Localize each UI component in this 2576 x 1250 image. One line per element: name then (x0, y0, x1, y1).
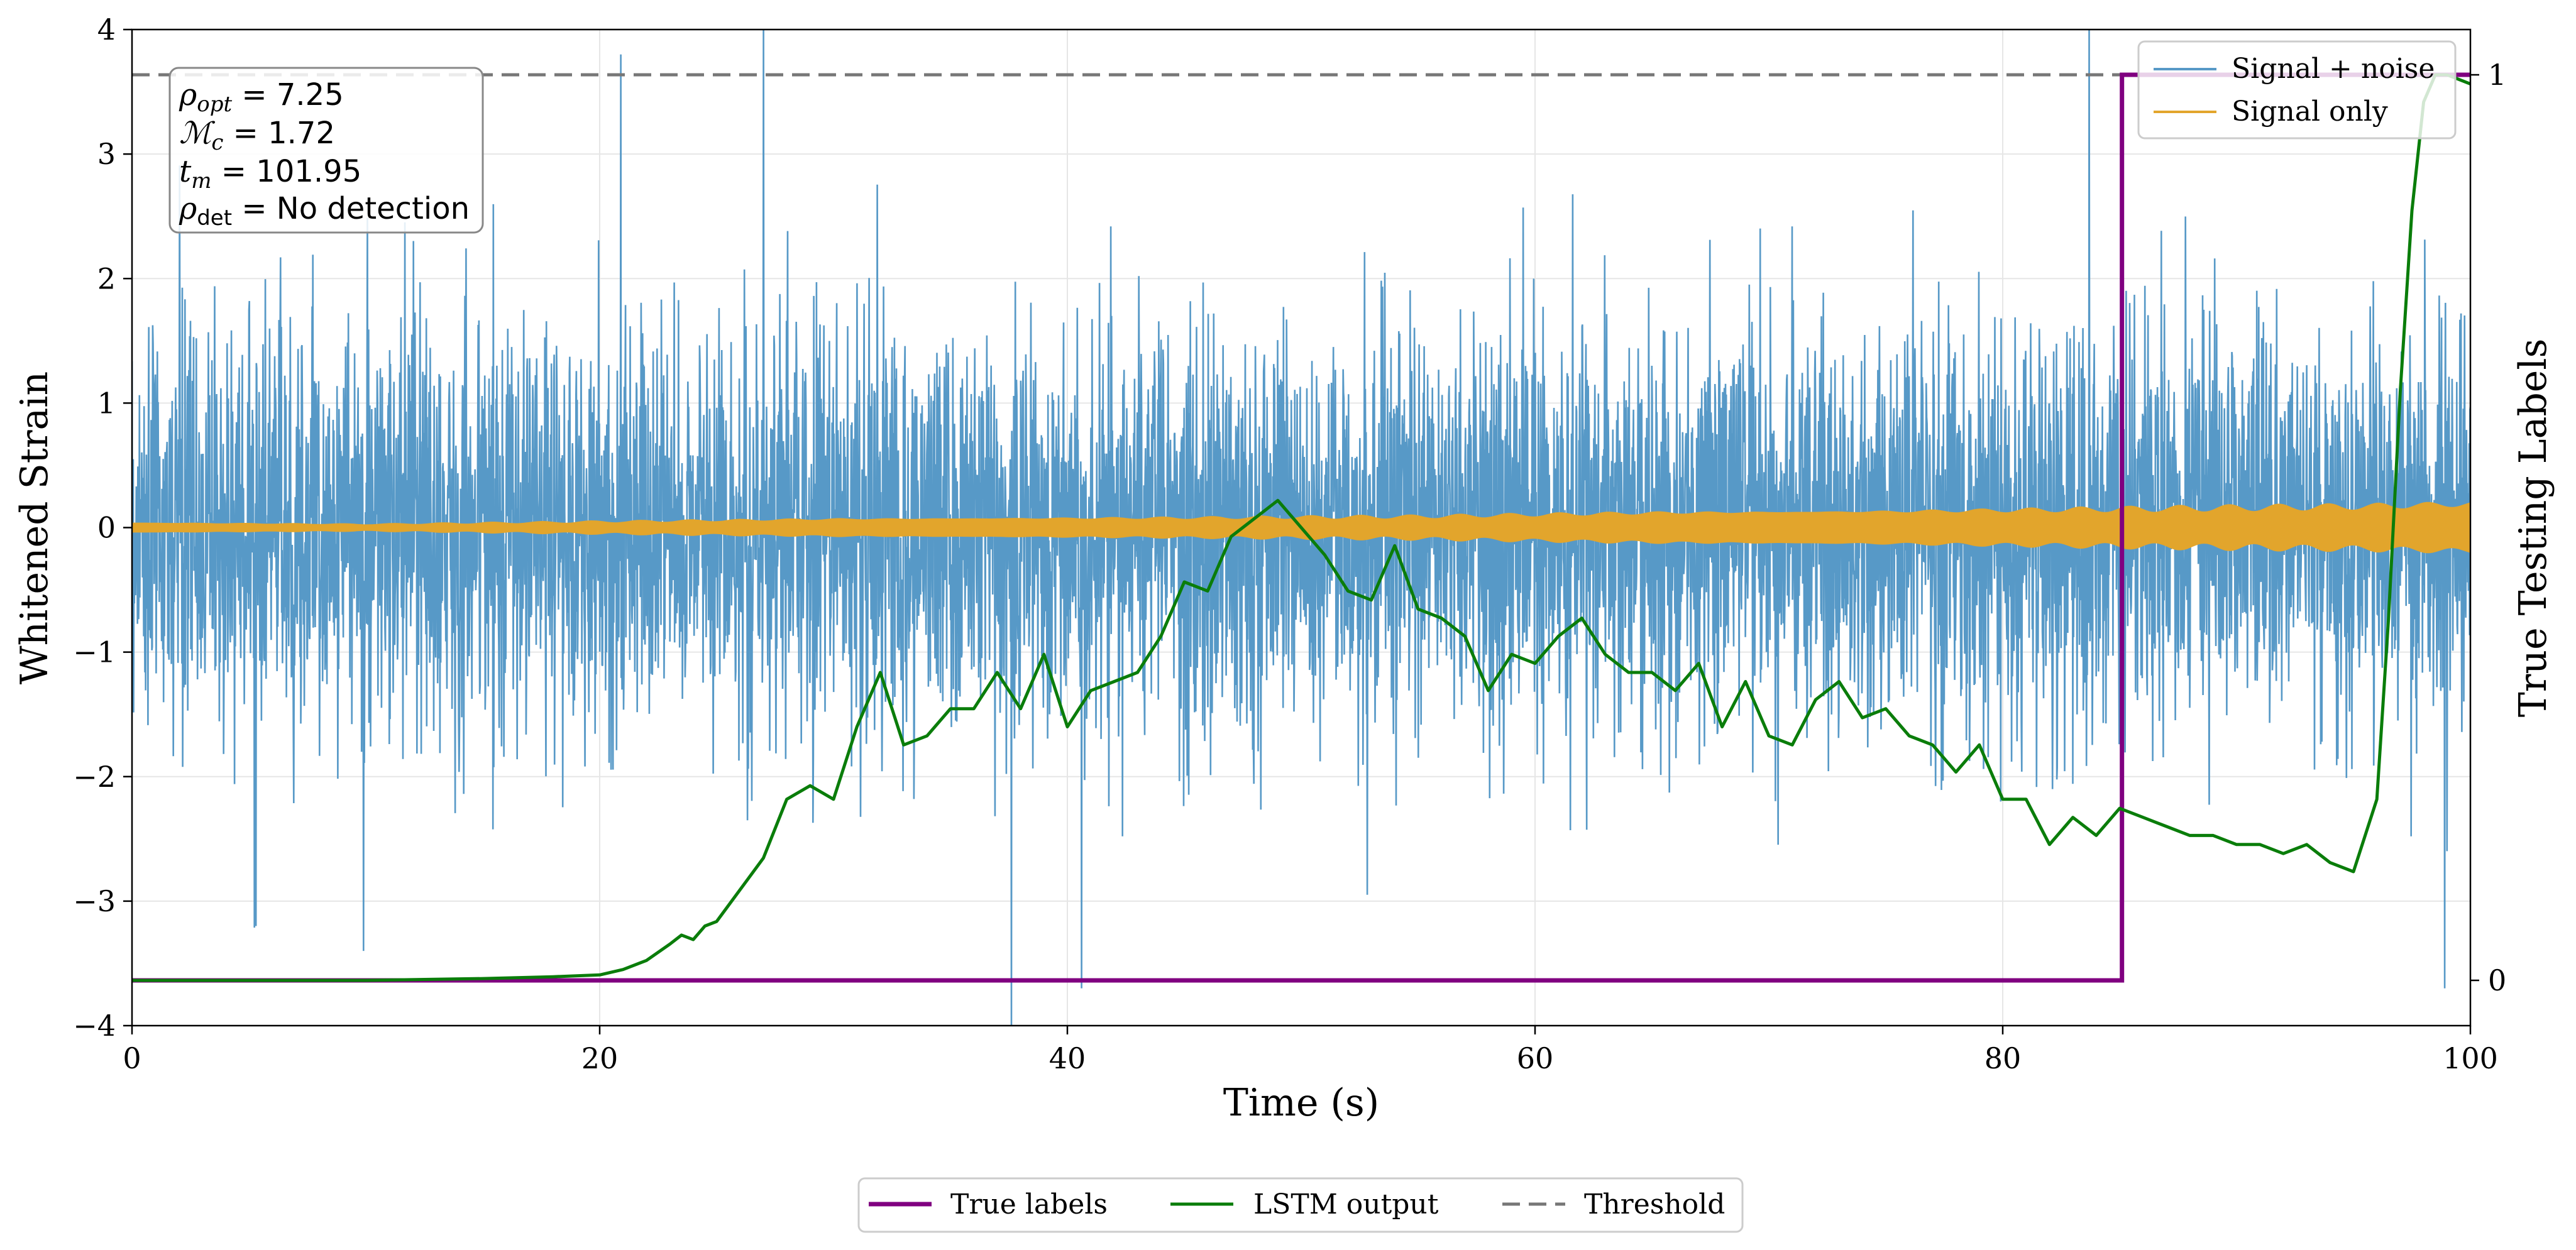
y-axis-title-right: True Testing Labels (2511, 339, 2555, 718)
x-tick-label-2: 40 (1049, 1041, 1086, 1075)
lstm-output-line (132, 73, 2470, 982)
legend-label-lstm-output: LSTM output (1253, 1188, 1439, 1220)
y-left-tick-label-3: −1 (73, 635, 116, 669)
y-left-tick-label-2: −2 (73, 760, 116, 794)
legend-bottom: True labels LSTM output Threshold (857, 1177, 1744, 1233)
y-axis-title-left: Whitened Strain (13, 371, 57, 684)
x-tick-label-4: 80 (1984, 1041, 2022, 1075)
tick-marks (123, 28, 2479, 1034)
y-left-tick-label-1: −3 (73, 884, 116, 918)
legend-label-signal-noise: Signal + noise (2232, 53, 2435, 85)
y-left-tick-label-0: −4 (73, 1009, 116, 1043)
y-left-tick-label-5: 1 (97, 386, 116, 420)
x-tick-label-1: 20 (581, 1041, 619, 1075)
x-axis-title: Time (s) (1223, 1081, 1379, 1125)
annotation-rho-det: ρdet = No detection (179, 191, 470, 231)
annotation-box: ρopt = 7.25 ℳc = 1.72 tm = 101.95 ρdet =… (168, 67, 484, 234)
annotation-rho-opt: ρopt = 7.25 (179, 77, 344, 117)
x-tick-label-0: 0 (123, 1041, 141, 1075)
x-tick-label-5: 100 (2443, 1041, 2498, 1075)
x-tick-label-3: 60 (1517, 1041, 1554, 1075)
y-left-tick-label-6: 2 (97, 261, 116, 295)
y-left-tick-label-8: 4 (97, 13, 116, 47)
annotation-mc: ℳc = 1.72 (179, 116, 335, 155)
legend-label-signal-only: Signal only (2232, 96, 2388, 128)
y-right-tick-label-1: 1 (2488, 58, 2506, 92)
legend-label-true-labels: True labels (950, 1188, 1108, 1220)
y-right-tick-label-0: 0 (2488, 963, 2506, 997)
y-left-tick-label-4: 0 (97, 511, 116, 545)
annotation-tm: tm = 101.95 (179, 154, 361, 194)
legend-top-right: Signal + noise Signal only (2137, 40, 2457, 140)
legend-label-threshold: Threshold (1584, 1188, 1725, 1220)
y-left-tick-label-7: 3 (97, 137, 116, 171)
